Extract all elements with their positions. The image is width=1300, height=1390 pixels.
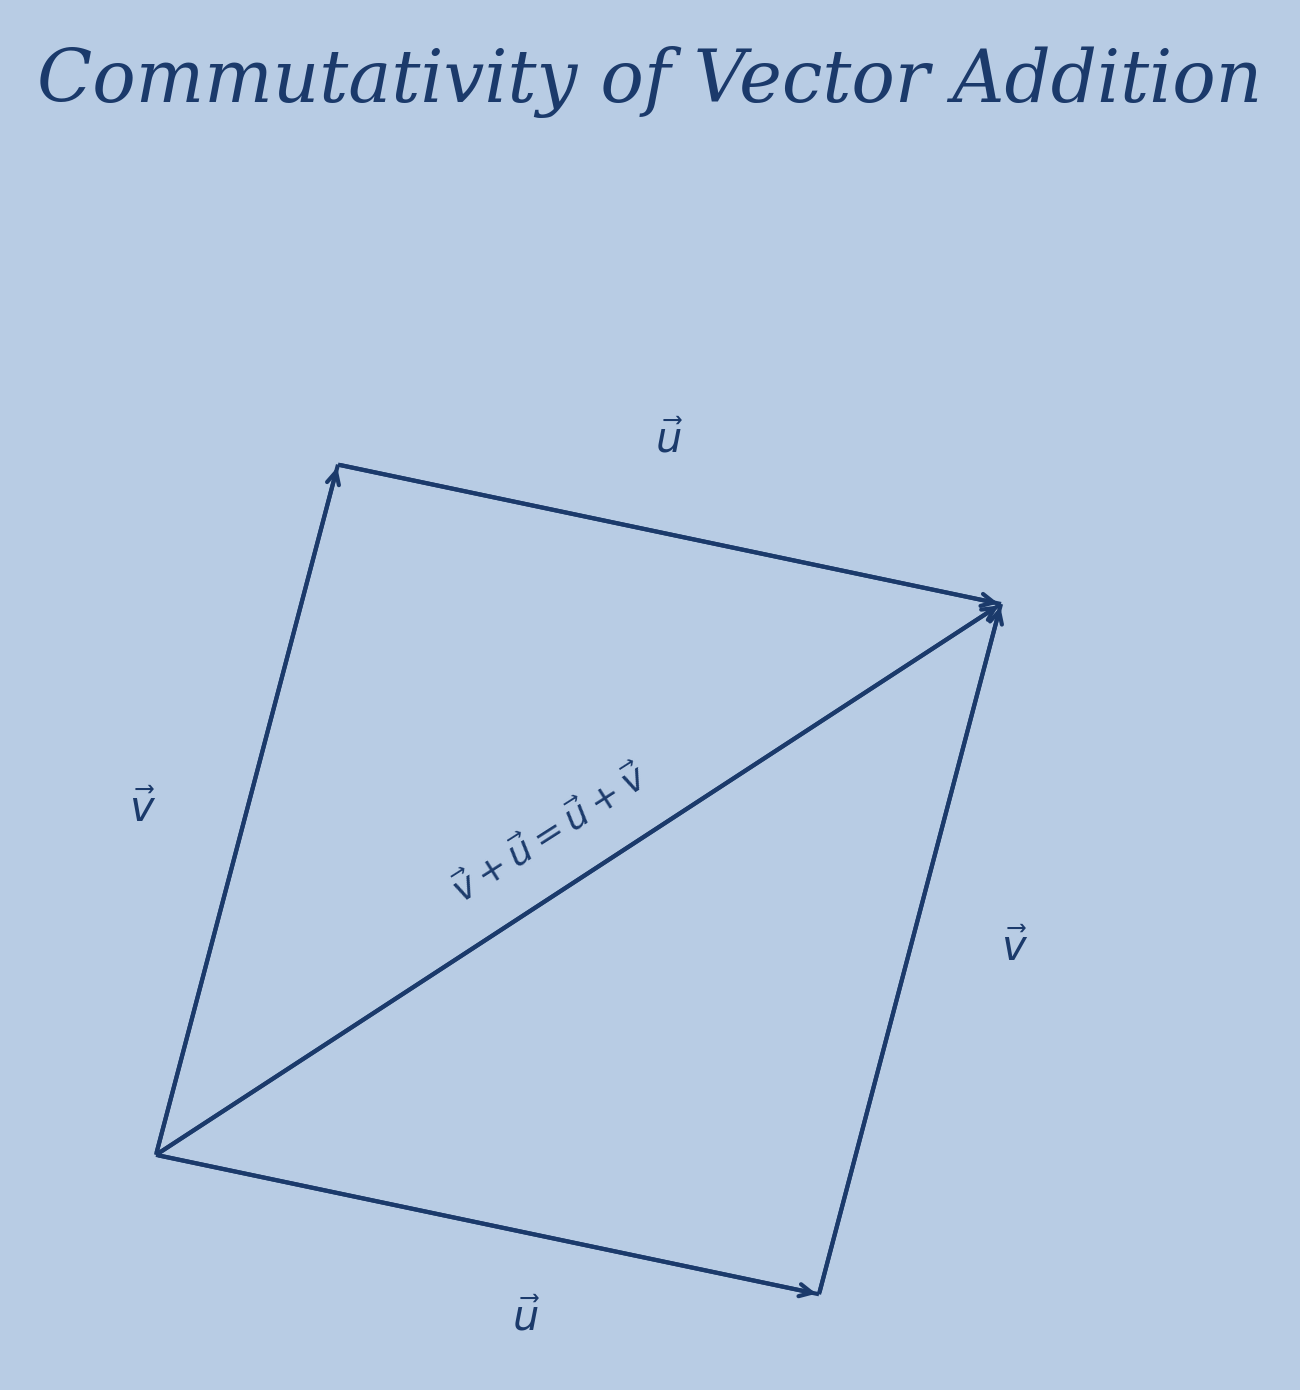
Text: $\vec{v} + \vec{u} = \vec{u} + \vec{v}$: $\vec{v} + \vec{u} = \vec{u} + \vec{v}$ bbox=[446, 759, 655, 910]
Text: $\vec{v}$: $\vec{v}$ bbox=[1001, 929, 1028, 970]
Text: $\vec{v}$: $\vec{v}$ bbox=[129, 788, 156, 831]
Text: $\vec{u}$: $\vec{u}$ bbox=[655, 420, 684, 461]
Text: $\vec{u}$: $\vec{u}$ bbox=[512, 1298, 541, 1340]
Text: Commutativity of Vector Addition: Commutativity of Vector Addition bbox=[38, 46, 1262, 118]
